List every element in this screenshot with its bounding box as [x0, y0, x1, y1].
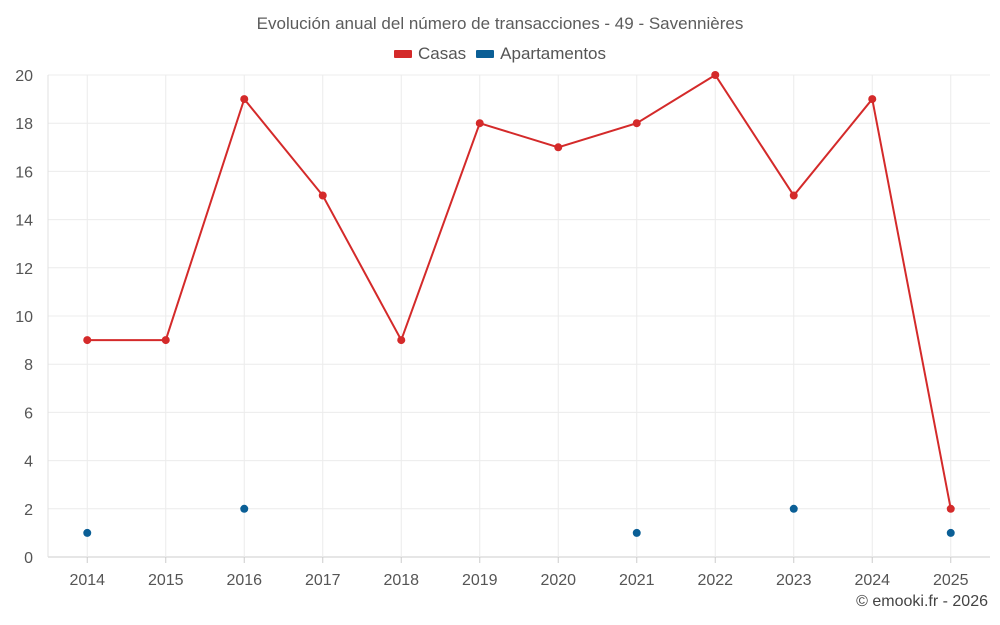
legend-swatch-casas — [393, 50, 412, 58]
y-tick-label: 16 — [15, 164, 33, 181]
legend-label-apartamentos: Apartamentos — [500, 44, 607, 63]
data-point-casas — [554, 143, 563, 152]
y-tick-label: 4 — [24, 454, 33, 471]
x-tick-label: 2023 — [776, 572, 812, 589]
x-tick-label: 2016 — [226, 572, 262, 589]
x-tick-label: 2015 — [148, 572, 184, 589]
data-point-casas — [475, 119, 484, 128]
x-tick-label: 2024 — [854, 572, 890, 589]
y-tick-label: 0 — [24, 550, 33, 567]
data-point-casas — [161, 336, 170, 345]
x-tick-label: 2018 — [383, 572, 419, 589]
data-point-apartamentos — [240, 504, 249, 513]
data-point-casas — [240, 95, 249, 104]
data-point-apartamentos — [946, 528, 955, 537]
data-point-casas — [946, 504, 955, 513]
data-point-casas — [789, 191, 798, 200]
data-point-casas — [397, 336, 406, 345]
data-point-apartamentos — [83, 528, 92, 537]
y-tick-label: 20 — [15, 68, 33, 85]
data-point-apartamentos — [632, 528, 641, 537]
y-tick-label: 14 — [15, 213, 33, 230]
x-tick-label: 2014 — [69, 572, 105, 589]
x-tick-label: 2021 — [619, 572, 655, 589]
y-tick-label: 8 — [24, 357, 33, 374]
legend: Casas Apartamentos — [0, 44, 1000, 64]
legend-item-casas[interactable]: Casas — [393, 44, 467, 64]
legend-swatch-apartamentos — [476, 50, 495, 58]
x-tick-label: 2019 — [462, 572, 498, 589]
data-point-apartamentos — [789, 504, 798, 513]
y-tick-label: 2 — [24, 502, 33, 519]
credit-text: © emooki.fr - 2026 — [856, 593, 988, 610]
legend-item-apartamentos[interactable]: Apartamentos — [476, 44, 606, 64]
data-point-casas — [318, 191, 327, 200]
chart-title: Evolución anual del número de transaccio… — [256, 14, 744, 33]
y-tick-label: 18 — [15, 116, 33, 133]
y-tick-label: 12 — [15, 261, 33, 278]
x-tick-label: 2022 — [697, 572, 733, 589]
data-point-casas — [711, 71, 720, 79]
legend-label-casas: Casas — [417, 44, 467, 63]
data-point-casas — [83, 336, 92, 345]
data-point-casas — [632, 119, 641, 128]
x-tick-label: 2020 — [540, 572, 576, 589]
y-tick-label: 10 — [15, 309, 33, 326]
x-tick-label: 2017 — [305, 572, 341, 589]
series-line-casas — [87, 73, 952, 509]
data-point-casas — [868, 95, 877, 104]
y-tick-label: 6 — [24, 405, 33, 422]
x-tick-label: 2025 — [933, 572, 969, 589]
